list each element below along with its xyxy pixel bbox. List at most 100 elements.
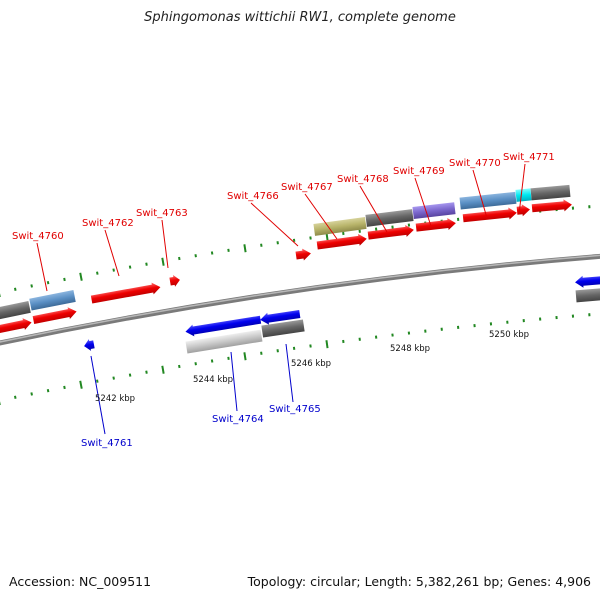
gene-swit-4766[interactable] (295, 247, 312, 261)
gene-label-swit-4765[interactable]: Swit_4765 (269, 404, 321, 415)
tick-mark (79, 272, 83, 281)
callout-line (36, 242, 48, 292)
tick-mark (456, 325, 460, 329)
gene-swit-4760[interactable] (32, 306, 77, 326)
tick-mark (489, 322, 493, 326)
gene-swit-4763[interactable] (169, 274, 181, 288)
cog-block (313, 216, 367, 236)
tick-mark (63, 277, 66, 282)
tick-mark (194, 254, 197, 258)
cog-block (530, 184, 571, 201)
scale-labels: 5242 kbp 5244 kbp 5246 kbp 5248 kbp 5250… (95, 330, 529, 404)
tick-mark (309, 344, 312, 348)
gene-swit-4762[interactable] (90, 281, 161, 305)
gene-swit-4768[interactable] (367, 224, 414, 242)
tick-mark (112, 376, 115, 380)
tick-mark (440, 327, 443, 331)
callout-line (304, 193, 338, 240)
gene-label-swit-4767[interactable]: Swit_4767 (281, 182, 333, 193)
gene-swit-4764[interactable] (185, 314, 262, 338)
gene-label-swit-4769[interactable]: Swit_4769 (393, 166, 445, 177)
tick-mark (145, 370, 148, 374)
tick-mark (374, 335, 378, 339)
map-title: Sphingomonas wittichii RW1, complete gen… (144, 10, 456, 25)
tick-mark (178, 364, 181, 369)
gene-label-swit-4762[interactable]: Swit_4762 (82, 218, 134, 229)
gene-label-swit-4770[interactable]: Swit_4770 (449, 158, 501, 169)
tick-mark (13, 287, 17, 291)
gene-swit-4771[interactable] (516, 204, 530, 217)
tick-mark (571, 314, 575, 318)
tick-mark (342, 339, 345, 344)
cog-track (0, 184, 600, 354)
scale-label-5246: 5246 kbp (291, 359, 331, 369)
tick-mark (79, 380, 83, 389)
gene-label-swit-4766[interactable]: Swit_4766 (227, 191, 279, 202)
gene-callouts (36, 163, 526, 435)
tick-mark (342, 231, 345, 236)
tick-mark (309, 236, 312, 240)
tick-mark (243, 352, 247, 361)
cog-block (365, 209, 414, 227)
genome-backbone-highlight (0, 254, 600, 343)
tick-mark (276, 349, 279, 353)
tick-mark (161, 365, 165, 374)
callout-line (230, 351, 238, 412)
gene-label-swit-4771[interactable]: Swit_4771 (503, 152, 555, 163)
cog-block (575, 287, 600, 303)
genome-summary-text: Topology: circular; Length: 5,382,261 bp… (247, 574, 591, 589)
gene-swit-4761[interactable] (83, 338, 95, 352)
gene-swit-4770[interactable] (462, 207, 518, 224)
gene-swit-4767[interactable] (316, 233, 367, 252)
tick-mark (358, 229, 361, 233)
tick-mark (227, 356, 230, 360)
tick-mark (374, 227, 378, 231)
tick-mark (358, 337, 361, 341)
scale-label-5250: 5250 kbp (489, 330, 529, 340)
tick-mark (96, 271, 99, 275)
gene-swit-4772[interactable] (531, 199, 573, 215)
tick-mark (555, 315, 558, 320)
cog-block (261, 319, 305, 338)
tick-mark (473, 323, 476, 328)
gene-swit-4760a[interactable] (0, 317, 33, 337)
gene-label-swit-4761[interactable]: Swit_4761 (81, 438, 133, 449)
cog-block (0, 300, 31, 321)
cog-block (412, 202, 456, 219)
tick-mark (292, 238, 296, 242)
tick-mark (325, 340, 329, 349)
gene-label-swit-4764[interactable]: Swit_4764 (212, 414, 264, 425)
gene-swit-4769[interactable] (415, 217, 456, 233)
tick-mark (112, 268, 115, 272)
tick-mark (456, 217, 460, 221)
gene-label-swit-4760[interactable]: Swit_4760 (12, 231, 64, 242)
tick-mark (46, 388, 50, 393)
tick-mark (506, 320, 509, 324)
scale-label-5248: 5248 kbp (390, 344, 430, 354)
gene-swit-4773[interactable] (575, 274, 600, 288)
tick-mark (0, 397, 1, 406)
gene-track (0, 199, 600, 352)
callout-line (250, 202, 299, 247)
tick-mark (243, 244, 247, 253)
tick-mark (276, 241, 279, 245)
accession-text: Accession: NC_009511 (9, 574, 152, 589)
gene-label-swit-4768[interactable]: Swit_4768 (337, 174, 389, 185)
tick-mark (128, 373, 132, 377)
tick-mark (539, 317, 542, 321)
gene-label-swit-4763[interactable]: Swit_4763 (136, 208, 188, 219)
tick-mark (210, 359, 214, 363)
tick-mark (227, 248, 230, 252)
scale-label-5242: 5242 kbp (95, 394, 135, 404)
callout-line (414, 177, 432, 227)
cog-block (185, 329, 263, 354)
gene-swit-4765[interactable] (259, 308, 301, 326)
tick-mark (391, 225, 394, 229)
tick-mark (588, 205, 591, 209)
tick-mark (292, 346, 296, 350)
tick-mark (145, 262, 148, 266)
tick-mark (571, 206, 575, 210)
callout-line (472, 169, 488, 219)
tick-mark (407, 331, 411, 335)
